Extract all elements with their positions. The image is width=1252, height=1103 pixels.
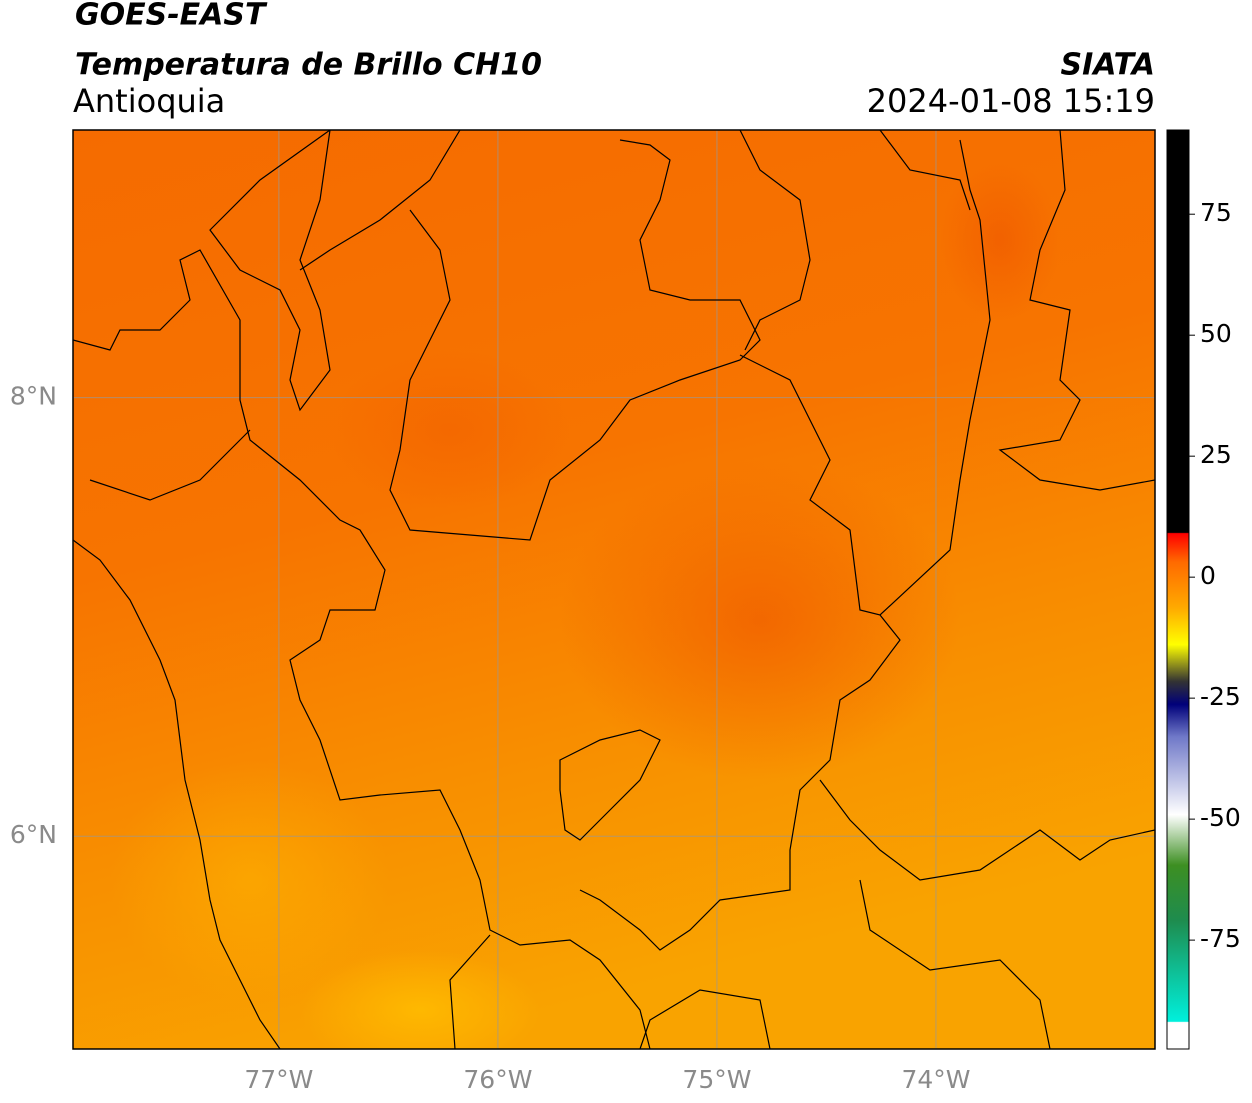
lat-tick-label: 8°N <box>10 382 57 411</box>
colorbar-tick-label: 75 <box>1200 198 1232 227</box>
colorbar-tick-label: -50 <box>1200 803 1241 832</box>
colorbar <box>1166 129 1190 1050</box>
colorbar-tick-label: 25 <box>1200 440 1232 469</box>
lat-tick-label: 6°N <box>10 820 57 849</box>
map-axes: 77°W 76°W 75°W 74°W 8°N 6°N <box>10 382 971 1094</box>
colorbar-tick-label: -25 <box>1200 682 1241 711</box>
region: Antioquia <box>73 82 225 120</box>
colorbar-tick-label: 50 <box>1200 319 1232 348</box>
lon-tick-label: 76°W <box>463 1065 532 1094</box>
map-image <box>73 130 1155 1049</box>
lon-tick-label: 75°W <box>682 1065 751 1094</box>
title-line2: Temperatura de Brillo CH10 <box>75 48 542 83</box>
borders <box>73 130 1155 1049</box>
source: SIATA <box>1061 48 1155 83</box>
colorbar-tick-label: -75 <box>1200 924 1241 953</box>
colorbar-ticks: 75 50 25 0 -25 -50 -75 <box>1189 198 1241 953</box>
colorbar-tick-label: 0 <box>1200 561 1216 590</box>
lon-tick-label: 74°W <box>901 1065 970 1094</box>
grid <box>73 130 1155 1049</box>
lon-tick-label: 77°W <box>244 1065 313 1094</box>
title-line1: GOES-EAST <box>75 0 268 33</box>
map-frame <box>72 129 1156 1050</box>
datetime: 2024-01-08 15:19 <box>867 82 1155 120</box>
